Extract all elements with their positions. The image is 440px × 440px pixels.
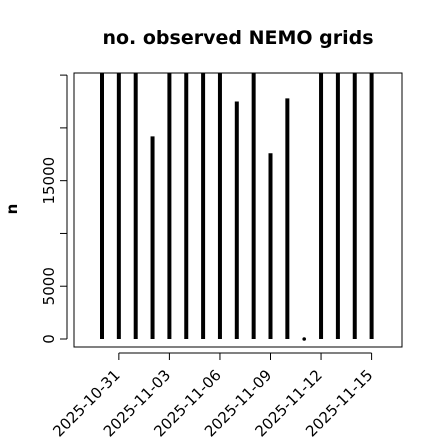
bar bbox=[302, 337, 307, 341]
y-axis-label: n bbox=[3, 204, 21, 215]
x-axis: 2025-10-312025-11-032025-11-062025-11-09… bbox=[49, 352, 376, 440]
y-axis: 0 5000 15000 bbox=[40, 74, 68, 344]
y-tick-label: 15000 bbox=[40, 157, 58, 205]
y-tick-label: 5000 bbox=[40, 267, 58, 305]
chart-title: no. observed NEMO grids bbox=[102, 27, 373, 49]
y-tick-label: 0 bbox=[40, 334, 58, 344]
bars bbox=[100, 73, 374, 341]
plot-frame bbox=[73, 72, 403, 348]
